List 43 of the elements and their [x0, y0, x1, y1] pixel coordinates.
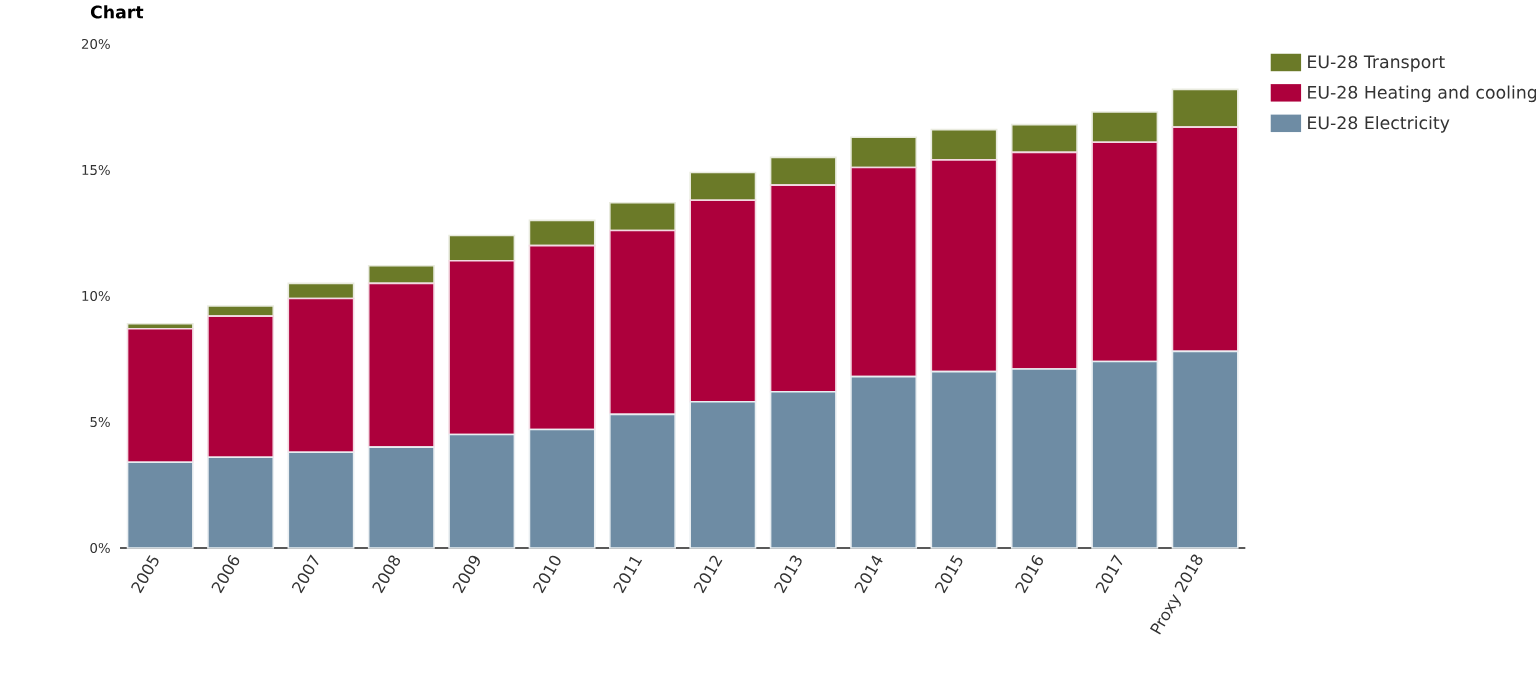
bar	[930, 159, 998, 373]
bar	[930, 128, 998, 161]
bar	[367, 264, 435, 285]
bar	[1171, 88, 1239, 128]
bar	[769, 184, 837, 393]
bar	[528, 219, 596, 247]
bar	[1091, 360, 1159, 549]
legend-label: EU-28 Transport	[1308, 55, 1445, 72]
bar	[1010, 151, 1078, 370]
bar	[609, 201, 676, 232]
bar	[287, 297, 355, 454]
bar	[448, 259, 516, 436]
bar	[1091, 111, 1159, 144]
bar	[448, 433, 516, 549]
bar	[1171, 350, 1239, 549]
bar	[528, 428, 596, 549]
bar	[207, 315, 275, 459]
bar	[689, 171, 757, 202]
chart-title: Chart	[90, 5, 144, 19]
bar	[1171, 126, 1239, 353]
legend-label: EU-28 Heating and cooling	[1308, 85, 1536, 103]
bar	[850, 166, 918, 378]
bar	[689, 199, 757, 403]
bar	[1010, 123, 1078, 154]
legend-label: EU-28 Electricity	[1308, 115, 1450, 133]
bar	[448, 234, 516, 262]
bar	[850, 136, 918, 169]
bar	[126, 327, 194, 464]
bar	[850, 375, 918, 549]
bar	[126, 461, 194, 549]
bar	[528, 244, 596, 431]
bar	[1010, 368, 1078, 549]
bar	[609, 229, 676, 416]
bar	[930, 370, 998, 549]
bar	[287, 451, 355, 549]
bar	[769, 156, 837, 186]
bar	[207, 456, 275, 549]
bar	[367, 446, 435, 549]
bar	[367, 282, 435, 448]
bar	[1091, 141, 1159, 363]
bar	[689, 401, 757, 549]
bar	[769, 390, 837, 549]
bar	[609, 413, 676, 549]
